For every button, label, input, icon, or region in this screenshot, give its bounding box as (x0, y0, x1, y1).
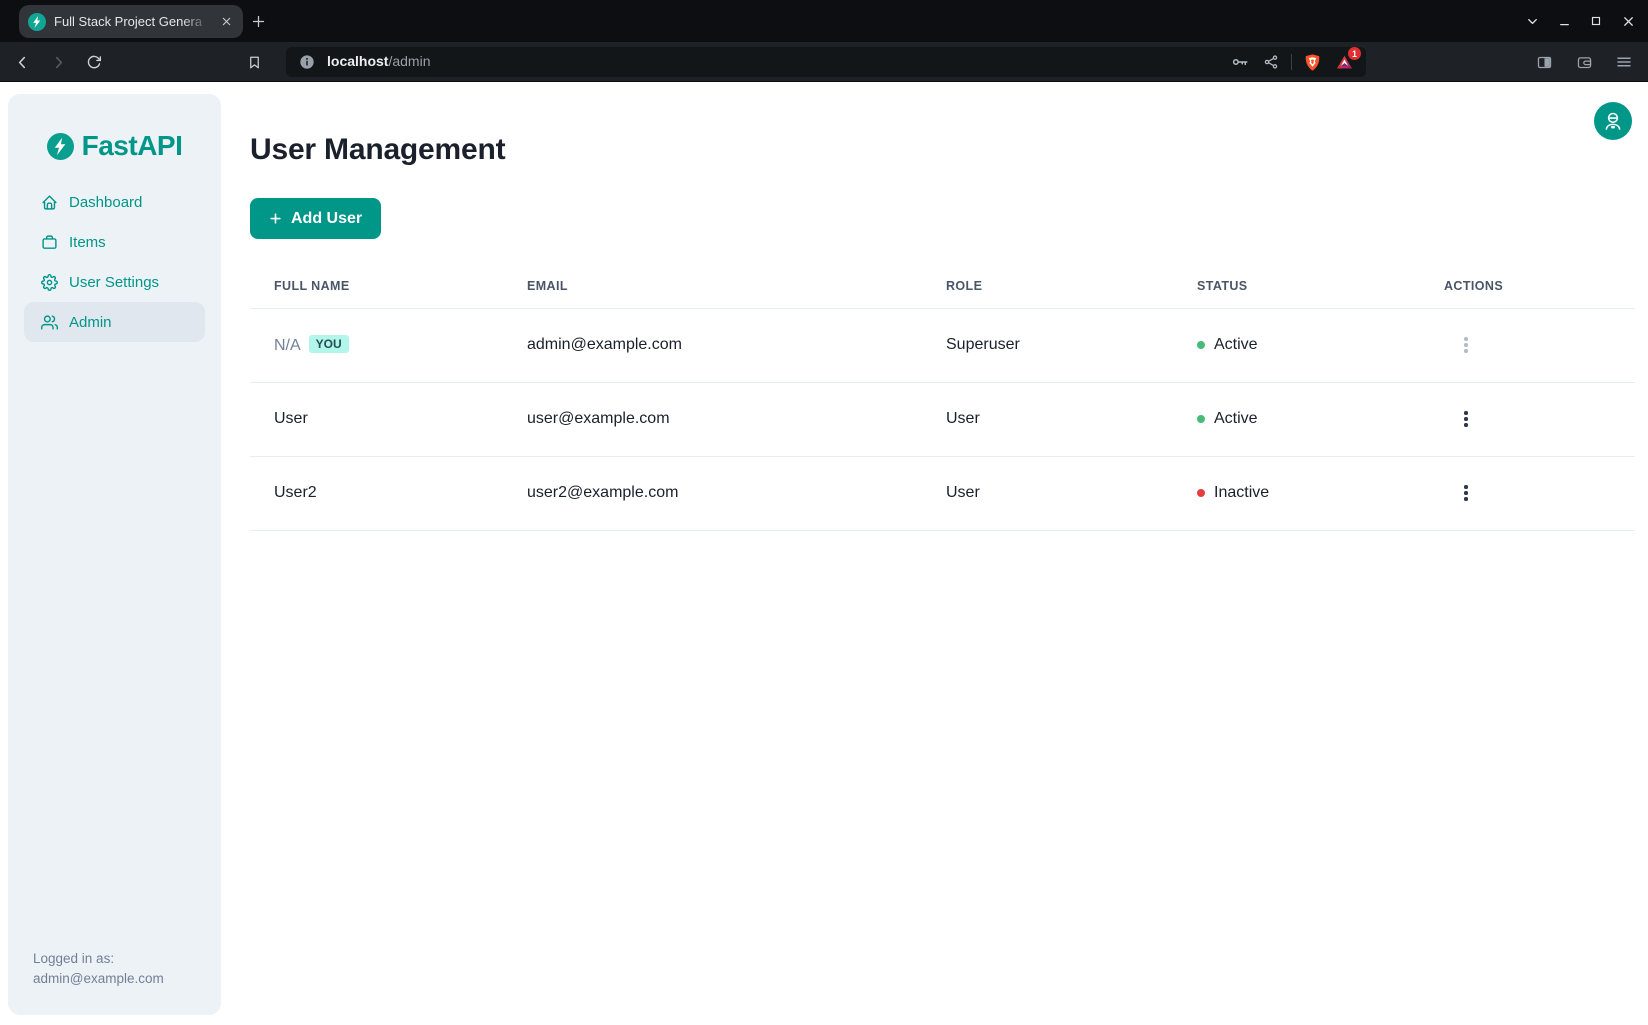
brave-shield-icon[interactable] (1301, 51, 1323, 73)
rewards-badge: 1 (1348, 47, 1361, 60)
reload-icon[interactable] (80, 48, 108, 76)
user-menu-button[interactable] (1594, 102, 1632, 140)
user-role: User (922, 382, 1173, 457)
gear-icon (41, 273, 58, 291)
plus-icon (270, 213, 281, 224)
users-table: FULL NAME EMAIL ROLE STATUS ACTIONS N/A Y… (250, 265, 1635, 531)
user-role: User (922, 456, 1173, 531)
menu-icon[interactable] (1610, 48, 1638, 76)
browser-tab[interactable]: Full Stack Project Genera (19, 5, 243, 38)
sidebar: FastAPI Dashboard Items User Settings Ad… (8, 94, 221, 1015)
sidebar-item-label: Dashboard (69, 193, 143, 211)
site-info-icon[interactable] (296, 51, 318, 73)
col-header-email: EMAIL (503, 265, 922, 309)
user-full-name: User (274, 410, 308, 427)
maximize-icon[interactable] (1580, 5, 1612, 37)
user-full-name: N/A (274, 337, 301, 354)
user-status: Active (1214, 336, 1258, 353)
sidebar-nav: Dashboard Items User Settings Admin (8, 182, 221, 342)
table-header-row: FULL NAME EMAIL ROLE STATUS ACTIONS (250, 265, 1635, 309)
address-bar[interactable]: localhost/admin 1 (286, 47, 1366, 77)
fastapi-logo-text: FastAPI (81, 130, 183, 161)
minimize-icon[interactable] (1548, 5, 1580, 37)
forward-icon[interactable] (44, 48, 72, 76)
key-icon[interactable] (1229, 51, 1251, 73)
status-dot (1197, 341, 1205, 349)
page-title: User Management (250, 133, 506, 166)
user-email: user@example.com (503, 382, 922, 457)
row-actions-menu-button[interactable] (1454, 405, 1478, 433)
col-header-role: ROLE (922, 265, 1173, 309)
row-actions-menu-button[interactable] (1454, 331, 1478, 359)
status-dot (1197, 415, 1205, 423)
home-icon (41, 194, 58, 211)
share-icon[interactable] (1260, 51, 1282, 73)
sidebar-toggle-icon[interactable] (1530, 48, 1558, 76)
wallet-icon[interactable] (1570, 48, 1598, 76)
sidebar-item-admin[interactable]: Admin (24, 302, 205, 342)
user-status: Active (1214, 410, 1258, 427)
add-user-button[interactable]: Add User (250, 198, 382, 239)
table-row: User2 user2@example.com User Inactive (250, 456, 1635, 531)
main-panel: User Management Add User FULL NAME EMAIL… (250, 82, 1635, 531)
sidebar-item-dashboard[interactable]: Dashboard (24, 182, 205, 222)
user-role: Superuser (922, 308, 1173, 383)
url-host: localhost (327, 53, 389, 69)
table-row: User user@example.com User Active (250, 382, 1635, 457)
user-status: Inactive (1214, 484, 1270, 501)
tab-search-icon[interactable] (1516, 5, 1548, 37)
user-email: user2@example.com (503, 456, 922, 531)
logged-in-label: Logged in as: (33, 951, 115, 966)
tab-title: Full Stack Project Genera (54, 14, 203, 29)
window-controls (1516, 0, 1644, 42)
logged-in-email: admin@example.com (33, 971, 164, 986)
tab-close-icon[interactable] (218, 14, 234, 30)
sidebar-item-items[interactable]: Items (24, 222, 205, 262)
toolbar-divider (1291, 54, 1292, 70)
tab-strip: Full Stack Project Genera (0, 0, 1648, 42)
sidebar-item-label: User Settings (69, 273, 160, 291)
user-full-name: User2 (274, 484, 317, 501)
logged-in-info: Logged in as: admin@example.com (33, 949, 164, 989)
status-dot (1197, 489, 1205, 497)
sidebar-item-label: Admin (69, 313, 112, 331)
fastapi-logo-icon (46, 132, 74, 160)
url-text: localhost/admin (327, 53, 431, 71)
you-badge: YOU (308, 335, 349, 353)
back-icon[interactable] (8, 48, 36, 76)
bookmark-icon[interactable] (240, 48, 268, 76)
row-actions-menu-button[interactable] (1454, 479, 1478, 507)
col-header-status: STATUS (1173, 265, 1420, 309)
add-user-label: Add User (291, 209, 363, 227)
col-header-actions: ACTIONS (1420, 265, 1635, 309)
user-astronaut-icon (1605, 112, 1621, 130)
user-email: admin@example.com (503, 308, 922, 383)
browser-toolbar: localhost/admin 1 (0, 42, 1648, 82)
brave-rewards-icon[interactable]: 1 (1332, 47, 1361, 74)
briefcase-icon (41, 234, 58, 251)
table-row: N/A YOU admin@example.com Superuser Activ… (250, 308, 1635, 383)
new-tab-icon[interactable] (246, 9, 270, 33)
close-icon[interactable] (1612, 5, 1644, 37)
fastapi-logo: FastAPI (8, 128, 221, 164)
sidebar-item-user-settings[interactable]: User Settings (24, 262, 205, 302)
fastapi-favicon-icon (28, 12, 46, 31)
col-header-full-name: FULL NAME (250, 265, 503, 309)
page-content: FastAPI Dashboard Items User Settings Ad… (0, 82, 1648, 1025)
url-path: /admin (388, 53, 431, 69)
users-icon (41, 314, 58, 331)
sidebar-item-label: Items (69, 233, 106, 251)
